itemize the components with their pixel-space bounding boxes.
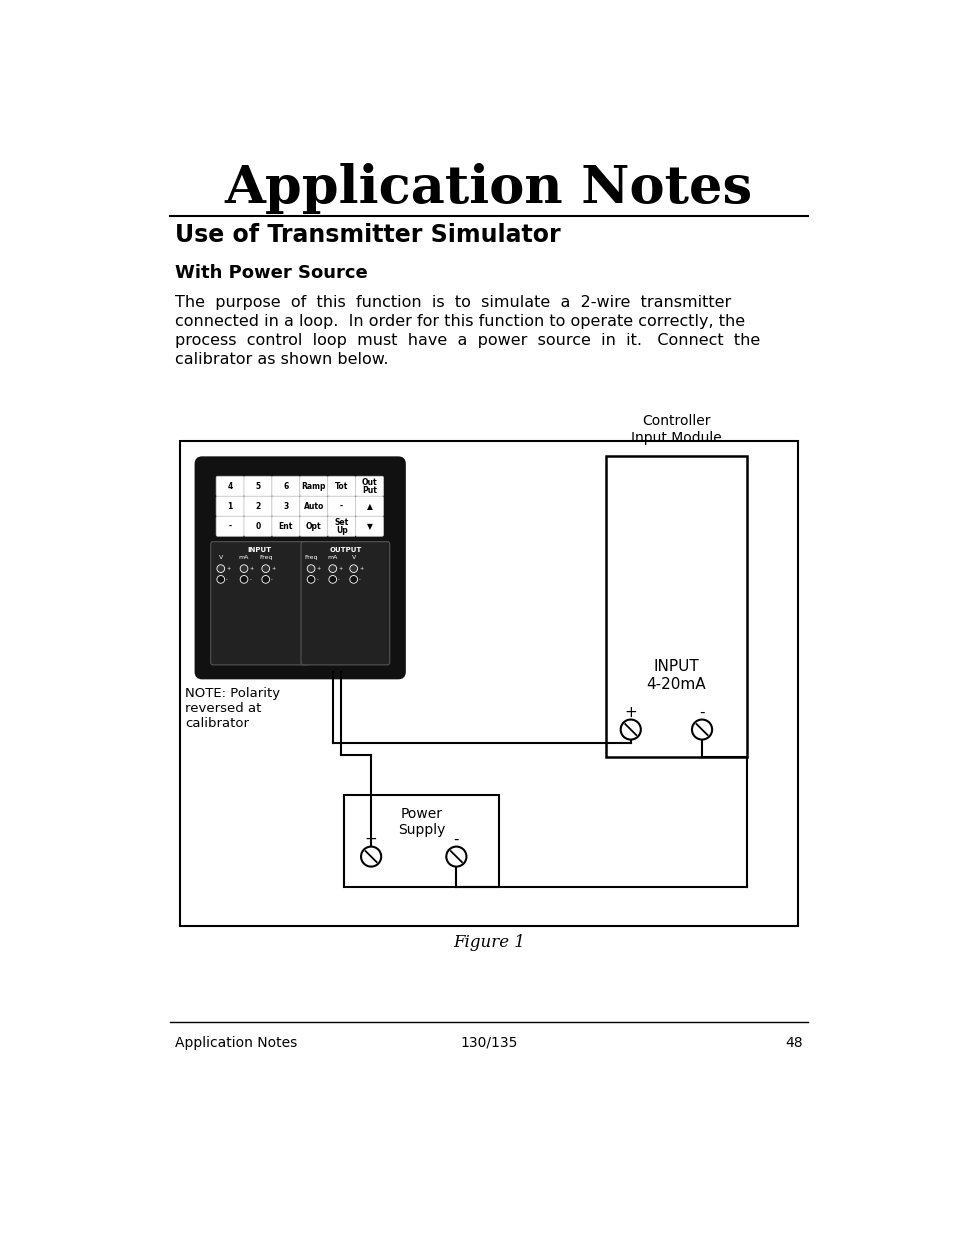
Text: With Power Source: With Power Source: [174, 264, 368, 282]
Circle shape: [350, 564, 357, 573]
Text: ▼: ▼: [366, 521, 372, 531]
Text: Ent: Ent: [278, 521, 293, 531]
Text: Freq: Freq: [304, 556, 317, 561]
Text: OUTPUT: OUTPUT: [329, 547, 361, 553]
FancyBboxPatch shape: [244, 477, 272, 496]
FancyBboxPatch shape: [211, 542, 309, 664]
Text: 6: 6: [283, 482, 288, 490]
FancyBboxPatch shape: [301, 542, 390, 664]
Circle shape: [329, 576, 336, 583]
Text: mA: mA: [238, 556, 249, 561]
Circle shape: [691, 720, 711, 740]
Circle shape: [620, 720, 640, 740]
Text: 3: 3: [283, 501, 288, 511]
Text: Power
Supply: Power Supply: [397, 806, 445, 837]
Text: Opt: Opt: [306, 521, 321, 531]
Text: 1: 1: [227, 501, 233, 511]
Text: -: -: [358, 577, 360, 582]
Text: Freq: Freq: [258, 556, 273, 561]
Text: +: +: [249, 566, 253, 571]
Text: 2: 2: [255, 501, 260, 511]
Circle shape: [360, 846, 381, 867]
Text: Ramp: Ramp: [301, 482, 326, 490]
FancyBboxPatch shape: [355, 496, 383, 516]
Text: -: -: [249, 577, 251, 582]
Bar: [179, 441, 798, 926]
Text: ▲: ▲: [366, 501, 372, 511]
Text: -: -: [453, 832, 458, 847]
Text: +: +: [226, 566, 230, 571]
Text: +: +: [271, 566, 275, 571]
Text: INPUT: INPUT: [248, 547, 272, 553]
FancyBboxPatch shape: [299, 477, 328, 496]
Text: +: +: [364, 832, 377, 847]
Circle shape: [446, 846, 466, 867]
Circle shape: [350, 576, 357, 583]
FancyBboxPatch shape: [355, 477, 383, 496]
Text: -: -: [337, 577, 339, 582]
FancyBboxPatch shape: [272, 516, 299, 536]
FancyBboxPatch shape: [299, 496, 328, 516]
FancyBboxPatch shape: [216, 516, 244, 536]
Text: connected in a loop.  In order for this function to operate correctly, the: connected in a loop. In order for this f…: [174, 314, 744, 329]
Text: -: -: [316, 577, 318, 582]
Text: 5: 5: [255, 482, 260, 490]
Text: -: -: [226, 577, 228, 582]
Text: Auto: Auto: [303, 501, 324, 511]
FancyBboxPatch shape: [299, 516, 328, 536]
Text: +: +: [337, 566, 342, 571]
FancyBboxPatch shape: [272, 496, 299, 516]
Text: calibrator as shown below.: calibrator as shown below.: [174, 352, 388, 368]
Text: The  purpose  of  this  function  is  to  simulate  a  2-wire  transmitter: The purpose of this function is to simul…: [174, 295, 731, 310]
Text: -: -: [271, 577, 273, 582]
Circle shape: [240, 576, 248, 583]
Circle shape: [261, 576, 270, 583]
FancyBboxPatch shape: [272, 477, 299, 496]
Text: 130/135: 130/135: [459, 1036, 517, 1050]
Text: 0: 0: [255, 521, 260, 531]
FancyBboxPatch shape: [216, 496, 244, 516]
Text: mA: mA: [327, 556, 337, 561]
Text: Set
Up: Set Up: [335, 517, 349, 535]
Text: 48: 48: [784, 1036, 802, 1050]
FancyBboxPatch shape: [355, 516, 383, 536]
Text: V: V: [352, 556, 355, 561]
Text: Figure 1: Figure 1: [453, 935, 524, 951]
Text: Controller
Input Module: Controller Input Module: [631, 415, 721, 445]
Text: -: -: [229, 521, 232, 531]
FancyBboxPatch shape: [328, 477, 355, 496]
Text: NOTE: Polarity
reversed at
calibrator: NOTE: Polarity reversed at calibrator: [185, 687, 280, 730]
Text: process  control  loop  must  have  a  power  source  in  it.   Connect  the: process control loop must have a power s…: [174, 333, 760, 348]
Text: +: +: [358, 566, 363, 571]
Text: V: V: [218, 556, 223, 561]
FancyBboxPatch shape: [216, 477, 244, 496]
Text: Application Notes: Application Notes: [225, 163, 752, 214]
Circle shape: [329, 564, 336, 573]
Circle shape: [216, 564, 224, 573]
Bar: [344, 795, 498, 888]
Circle shape: [307, 576, 314, 583]
Text: Out
Put: Out Put: [361, 478, 377, 495]
Text: +: +: [623, 705, 637, 720]
Circle shape: [261, 564, 270, 573]
Circle shape: [240, 564, 248, 573]
Text: INPUT
4-20mA: INPUT 4-20mA: [646, 659, 705, 692]
Text: +: +: [316, 566, 320, 571]
FancyBboxPatch shape: [328, 496, 355, 516]
FancyBboxPatch shape: [244, 516, 272, 536]
Text: Application Notes: Application Notes: [174, 1036, 297, 1050]
Circle shape: [307, 564, 314, 573]
Text: 4: 4: [227, 482, 233, 490]
FancyBboxPatch shape: [244, 496, 272, 516]
Text: Use of Transmitter Simulator: Use of Transmitter Simulator: [174, 224, 560, 247]
Circle shape: [216, 576, 224, 583]
FancyBboxPatch shape: [328, 516, 355, 536]
FancyBboxPatch shape: [195, 458, 404, 678]
Text: -: -: [340, 501, 343, 511]
Text: Tot: Tot: [335, 482, 348, 490]
Bar: [605, 456, 746, 757]
Text: -: -: [699, 705, 704, 720]
